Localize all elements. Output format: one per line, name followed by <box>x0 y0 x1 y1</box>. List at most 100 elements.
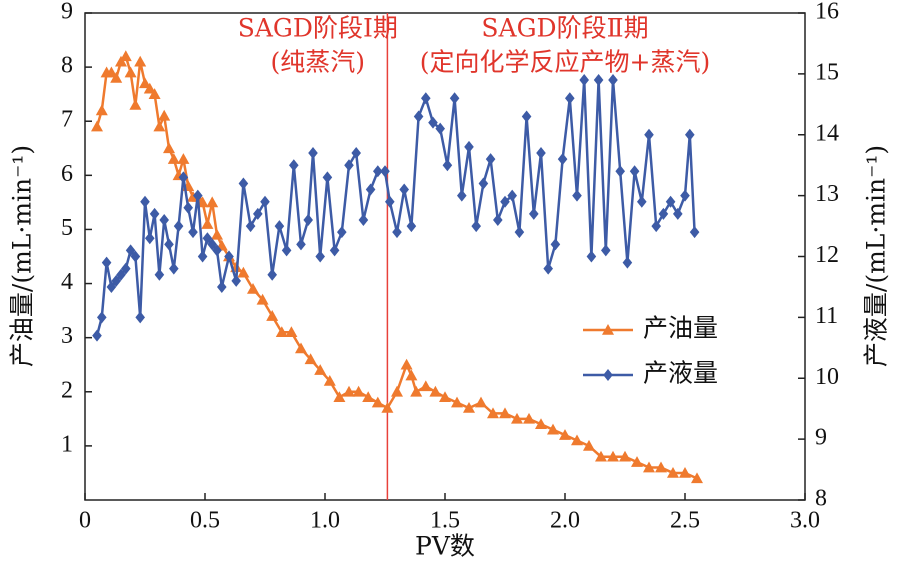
data-point <box>119 50 132 62</box>
data-point <box>608 73 618 86</box>
data-point <box>586 250 597 263</box>
data-point <box>571 434 583 446</box>
data-point <box>607 450 619 462</box>
data-point <box>471 220 481 233</box>
data-point <box>658 207 669 220</box>
data-point <box>149 207 160 220</box>
data-point <box>507 189 517 202</box>
data-point <box>188 226 198 239</box>
y-tick-label: 4 <box>61 269 73 295</box>
data-point <box>193 189 203 202</box>
data-point <box>169 262 179 275</box>
data-point <box>231 274 241 287</box>
data-point <box>429 385 442 397</box>
data-point <box>295 342 307 354</box>
y-tick-label: 5 <box>61 215 73 241</box>
data-point <box>337 226 347 239</box>
y2-tick-label: 12 <box>815 242 839 268</box>
data-point <box>91 120 103 132</box>
data-point <box>439 391 451 402</box>
data-point <box>308 147 318 160</box>
y-tick-label: 9 <box>61 0 73 25</box>
data-point <box>323 374 336 386</box>
data-point <box>256 293 269 305</box>
data-point <box>451 396 463 408</box>
data-point <box>281 244 292 257</box>
data-point <box>237 266 250 278</box>
data-point <box>352 385 365 397</box>
data-point <box>245 220 256 233</box>
y-tick-label: 6 <box>61 161 73 187</box>
data-point <box>154 268 165 281</box>
y2-tick-label: 11 <box>815 303 838 329</box>
legend-marker <box>602 324 614 335</box>
data-point <box>362 391 375 402</box>
data-point <box>428 116 438 129</box>
data-point <box>637 195 647 208</box>
data-point <box>329 244 340 257</box>
data-point <box>344 159 354 172</box>
data-point <box>392 226 402 239</box>
data-point <box>487 407 499 419</box>
data-point <box>139 77 151 89</box>
data-point <box>419 380 432 392</box>
y2-tick-label: 13 <box>815 181 839 207</box>
x-tick-label: 0.5 <box>190 508 220 534</box>
legend-marker <box>603 369 613 381</box>
annotation: (纯蒸汽) <box>271 48 366 77</box>
data-point <box>475 396 487 408</box>
data-point <box>206 196 219 208</box>
data-point <box>651 220 661 233</box>
y-axis-title: 产油量/(mL·min⁻¹) <box>8 145 37 367</box>
data-point <box>121 262 131 275</box>
data-point <box>579 73 589 86</box>
data-point <box>557 153 568 166</box>
series-line <box>95 53 698 480</box>
data-point <box>211 228 223 240</box>
data-point <box>535 418 547 430</box>
y-tick-label: 7 <box>61 107 73 133</box>
data-point <box>543 262 553 275</box>
data-point <box>260 195 270 208</box>
data-point <box>529 207 539 220</box>
data-point <box>644 128 654 141</box>
data-point <box>247 282 259 294</box>
y2-tick-label: 15 <box>815 59 839 85</box>
data-point <box>183 201 193 214</box>
data-point <box>163 142 175 154</box>
y2-axis-title: 产液量/(mL·min⁻¹) <box>862 145 891 367</box>
x-axis-title: PV数 <box>415 532 475 561</box>
data-point <box>601 244 611 257</box>
data-point <box>177 153 190 164</box>
data-point <box>643 461 655 473</box>
data-point <box>296 238 306 251</box>
data-point <box>615 165 625 178</box>
data-point <box>303 213 313 226</box>
data-point <box>655 461 667 473</box>
data-point <box>667 466 679 478</box>
data-point <box>101 256 112 269</box>
data-point <box>405 369 418 381</box>
data-point <box>391 385 403 397</box>
data-point <box>167 153 180 164</box>
data-point <box>212 244 222 257</box>
data-point <box>565 92 575 105</box>
data-point <box>463 402 475 413</box>
data-point <box>572 189 582 202</box>
data-point <box>253 207 263 220</box>
data-point <box>314 364 327 375</box>
data-point <box>442 159 453 172</box>
annotation: SAGD阶段Ⅱ期 <box>481 14 648 43</box>
data-point <box>116 268 126 281</box>
annotation: SAGD阶段Ⅰ期 <box>238 14 398 43</box>
data-point <box>202 232 213 245</box>
data-point <box>197 250 208 263</box>
data-point <box>521 110 532 123</box>
data-point <box>622 256 633 269</box>
data-point <box>385 195 395 208</box>
y2-tick-label: 16 <box>815 0 839 25</box>
data-point <box>173 220 184 233</box>
data-point <box>413 110 424 123</box>
data-point <box>371 396 384 408</box>
data-point <box>550 238 561 251</box>
